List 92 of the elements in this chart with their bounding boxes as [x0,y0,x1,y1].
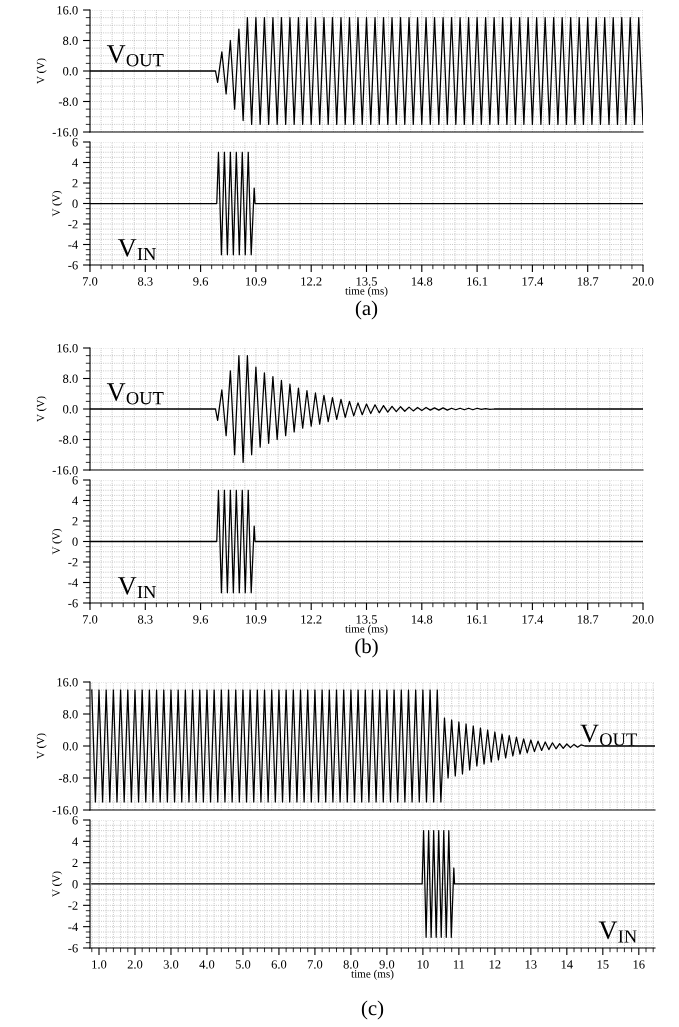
y-tick-label: 4 [72,496,78,505]
y-tick-label: -4 [68,240,78,249]
y-axis-title: V (V) [52,871,63,897]
series-label: V$_{OUT}$ [580,724,637,746]
y-tick-label: -16.0 [52,128,78,137]
y-tick-label: -16.0 [52,466,78,475]
y-tick-label: 6 [72,816,78,825]
x-tick-label: 12 [489,960,501,969]
y-tick-label: -4 [68,922,78,931]
y-axis-title: V (V) [36,58,47,84]
text: (a) [355,300,378,320]
y-tick-label: 0.0 [63,742,78,751]
x-tick-label: 18.7 [577,615,599,624]
x-tick-label: 12.2 [301,277,322,286]
y-tick-label: 0 [72,537,78,546]
series-label: V$_{IN}$ [117,577,156,599]
x-tick-label: 9.6 [193,277,209,286]
y-tick-label: 16.0 [57,344,78,353]
y-tick-label: -16.0 [52,806,78,815]
x-tick-label: 13 [525,960,537,969]
x-axis-title: time (ms) [345,286,388,297]
y-tick-label: -6 [68,261,78,270]
x-tick-label: 16.1 [467,277,488,286]
x-tick-label: 12.2 [301,615,322,624]
x-tick-label: 18.7 [577,277,599,286]
y-tick-label: 2 [72,179,78,188]
x-tick-label: 10.9 [246,615,267,624]
y-tick-label: 8.0 [63,36,78,46]
x-tick-label: 11 [453,960,465,969]
y-tick-label: 4 [72,837,78,846]
x-axis-title: time (ms) [351,969,394,980]
x-tick-label: 14.8 [411,615,433,624]
y-tick-label: -8.0 [58,774,78,783]
y-tick-label: 0.0 [63,67,78,76]
y-axis-title: V (V) [52,528,63,555]
y-tick-label: -4 [68,578,78,587]
x-tick-label: 7.0 [83,277,98,286]
y-tick-label: -2 [68,220,78,229]
series-label: V$_{OUT}$ [106,45,164,67]
y-tick-label: -6 [68,944,78,953]
x-tick-label: 2.0 [127,960,143,969]
y-tick-label: 16.0 [57,6,78,15]
y-axis-title: V (V) [52,190,63,217]
x-tick-label: 10 [417,960,429,969]
y-tick-label: 4 [72,158,78,167]
x-tick-label: 13.5 [356,277,377,286]
x-tick-label: 3.0 [163,960,179,969]
y-axis-title: V (V) [36,396,47,422]
x-tick-label: 4.0 [199,960,215,969]
y-axis-title: V (V) [36,733,47,759]
y-tick-label: 8.0 [63,374,78,384]
y-tick-label: 6 [72,138,78,147]
x-tick-label: 20.0 [632,615,654,624]
series-label: V$_{IN}$ [117,239,156,261]
y-tick-label: -2 [68,558,78,567]
x-tick-label: 5.0 [235,960,251,969]
x-tick-label: 7.0 [83,615,98,624]
x-tick-label: 13.5 [356,615,377,624]
y-tick-label: -2 [68,901,78,910]
x-tick-label: 9.0 [379,960,395,969]
y-tick-label: 16.0 [57,678,78,687]
y-tick-label: 6 [72,476,78,485]
text: (c) [361,1000,384,1020]
y-tick-label: 0.0 [63,405,78,414]
x-tick-label: 8.3 [137,615,153,624]
y-tick-label: 8.0 [63,710,78,719]
x-tick-label: 15 [597,960,609,969]
x-tick-label: 20.0 [632,277,654,286]
series-label: V$_{IN}$ [598,921,637,943]
y-tick-label: 0 [72,199,78,208]
x-tick-label: 8.3 [137,277,153,286]
x-tick-label: 17.4 [522,615,544,624]
y-tick-label: -6 [68,599,78,608]
x-tick-label: 1.0 [92,960,107,969]
x-tick-label: 10.9 [246,277,267,286]
x-axis-title: time (ms) [345,624,388,635]
x-tick-label: 14.8 [411,277,433,286]
series-label: V$_{OUT}$ [106,383,164,405]
x-tick-label: 6.0 [271,960,287,969]
x-tick-label: 16.1 [467,615,488,624]
x-tick-label: 14 [561,960,573,969]
x-tick-label: 7.0 [307,960,323,969]
x-tick-label: 8.0 [343,960,359,969]
y-tick-label: 0 [72,880,78,889]
y-tick-label: 2 [72,858,78,867]
x-tick-label: 16 [633,960,645,969]
y-tick-label: -8.0 [58,97,78,107]
y-tick-label: 2 [72,517,78,526]
y-tick-label: -8.0 [58,435,78,445]
x-tick-label: 9.6 [193,615,209,624]
x-tick-label: 17.4 [522,277,544,286]
text: (b) [355,638,378,658]
